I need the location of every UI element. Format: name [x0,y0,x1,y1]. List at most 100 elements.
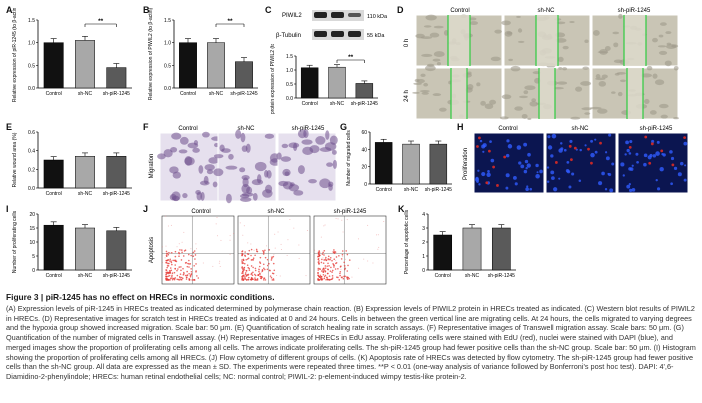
y-tick-label: 1 [422,254,425,260]
bar-a-2 [106,67,127,89]
transwell-col-shnc: sh-NC [237,126,255,132]
y-tick-label: 1.5 [286,54,293,60]
scratch-row-24h: 24 h [404,90,410,102]
y-tick-label: 0 [422,268,425,274]
edu-col-control: Control [498,126,517,132]
figure-caption: Figure 3 | piR-1245 has no effect on HRE… [6,292,698,382]
y-tick-label: 0.0 [164,86,171,92]
category-label: sh-NC [209,91,224,97]
panel-letter-g: G [340,122,348,132]
bar-chart-g: Number of migrated cells 0 20 40 60 Control sh… [346,130,452,193]
bar-chart-i: Number of proliferating cells 0 5 10 15 20 Con… [12,210,132,279]
scratch-col-control: Control [450,8,469,14]
bar-k-2 [491,227,511,271]
blot-kda-55: 55 kDa [367,33,385,39]
y-tick-label: 1.0 [164,41,171,47]
blot-label-piwil2: PIWIL2 [282,13,302,19]
bar-c-2 [355,83,374,99]
category-label: sh-NC [78,191,93,197]
scratch-col-shnc: sh-NC [537,8,555,14]
bar-chart-k: Percentage of apoptotic cells 0 1 2 3 4 Contro… [404,209,516,279]
y-tick-label: 0.0 [286,96,293,102]
y-tick-label: 0.5 [286,82,293,88]
bar-c-1 [328,66,346,99]
scratch-row-0h: 0 h [404,39,410,47]
category-label: sh-NC [78,273,93,279]
bar-k-1 [462,227,482,271]
category-label: Control [46,91,62,97]
bar-i-0 [43,224,64,271]
panel-letter-i: I [6,204,9,214]
y-tick-label: 0.2 [28,167,35,173]
bar-e-0 [43,159,64,189]
y-tick-label: 0.0 [28,86,35,92]
bar-i-2 [106,230,127,271]
y-axis-label-k: Percentage of apoptotic cells [404,209,410,274]
bar-g-1 [402,143,420,185]
flow-cytometry-images: Control sh-NC sh-piR-1245 Apoptosis [149,209,387,285]
significance-marker: ** [227,18,233,25]
y-tick-label: 5 [32,254,35,260]
panel-letter-k: K [398,204,405,214]
panel-letter-j: J [143,204,149,214]
bar-chart-e: Relative wound area (%) 0.0 0.2 0.4 0.6 Contr… [12,130,132,197]
panel-letter-f: F [143,122,149,132]
panel-letter-e: E [6,122,13,132]
y-tick-label: 0 [364,182,367,188]
panel-letter-b: B [143,5,150,15]
category-label: Control [46,191,62,197]
y-tick-label: 1.0 [28,41,35,47]
edu-col-shnc: sh-NC [571,126,589,132]
y-tick-label: 4 [422,212,425,218]
blot-kda-110: 110 kDa [367,14,388,20]
category-label: Control [376,187,392,193]
y-tick-label: 40 [361,147,367,153]
scratch-assay-images: Control sh-NC sh-piR-1245 0 h 24 h [404,8,680,120]
bar-g-2 [429,143,448,185]
y-tick-label: 0.4 [28,149,35,155]
scratch-col-sh1245: sh-piR-1245 [618,8,651,14]
y-tick-label: 3 [422,226,425,232]
bar-e-2 [106,156,127,189]
significance-marker: ** [98,18,104,25]
y-tick-label: 0.6 [28,130,35,136]
y-axis-label-i: Number of proliferating cells [12,210,18,273]
category-label: sh-piR-1245 [103,91,130,97]
bar-chart-b: Relative expression of PIWIL2 (to β-acti… [148,8,258,100]
y-tick-label: 0.5 [164,63,171,69]
category-label: sh-piR-1245 [488,273,515,279]
flow-col-control: Control [191,209,210,215]
y-tick-label: 20 [29,212,35,218]
panel-letter-h: H [457,122,464,132]
y-tick-label: 1.0 [286,68,293,74]
y-tick-label: 0.5 [28,63,35,69]
category-label: sh-piR-1245 [351,101,378,107]
y-axis-label-b: Relative expression of PIWIL2 (to β-acti… [148,8,154,100]
category-label: Control [46,273,62,279]
panel-letter-c: C [265,5,272,15]
y-tick-label: 20 [361,165,367,171]
transwell-row-label: Migration [149,154,155,179]
bar-g-0 [374,142,393,185]
y-axis-label-g: Number of migrated cells [346,130,352,186]
y-tick-label: 0.0 [28,186,35,192]
category-label: sh-piR-1245 [425,187,452,193]
bar-a-0 [43,42,64,89]
western-blot: PIWIL2 110 kDa β-Tubulin 55 kDa [276,10,388,40]
category-label: sh-NC [404,187,419,193]
category-label: sh-NC [465,273,480,279]
bar-chart-a: Relative expression of piR-1245 (to β-ac… [12,8,132,102]
bar-a-1 [75,40,95,89]
bar-k-0 [433,234,453,271]
category-label: sh-piR-1245 [103,191,130,197]
category-label: sh-NC [78,91,93,97]
bar-e-1 [75,156,95,189]
panel-letter-d: D [397,5,404,15]
transwell-images: Control sh-NC sh-piR-1245 Migration [149,126,338,204]
category-label: sh-piR-1245 [230,91,257,97]
significance-marker: ** [348,54,354,61]
transwell-col-control: Control [178,126,197,132]
blot-label-tubulin: β-Tubulin [276,33,301,39]
transwell-col-sh1245: sh-piR-1245 [292,126,325,132]
y-axis-label-c: Relative protein expression of PIWIL2 (t… [270,44,276,114]
